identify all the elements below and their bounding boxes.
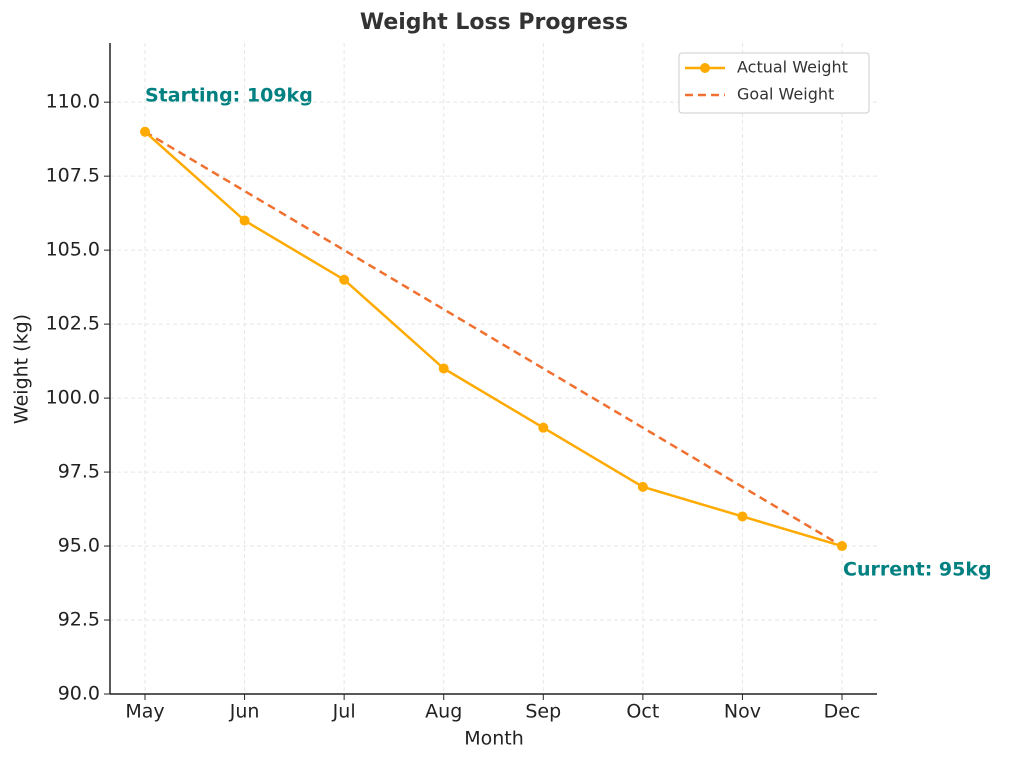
legend-box <box>678 52 870 114</box>
data-point <box>737 511 748 522</box>
legend-label: Actual Weight <box>737 58 848 77</box>
x-tick-label: Aug <box>425 701 462 723</box>
x-axis-label: Month <box>464 728 524 750</box>
x-tick-label: Oct <box>626 701 659 723</box>
y-tick-label: 92.5 <box>58 609 100 631</box>
data-point <box>837 541 847 552</box>
chart-title: Weight Loss Progress <box>360 10 628 35</box>
data-point <box>637 481 648 492</box>
y-tick-label: 102.5 <box>46 313 100 335</box>
legend-marker <box>700 63 710 73</box>
x-tick-label: May <box>125 701 164 723</box>
x-tick-label: Sep <box>525 701 561 723</box>
data-point <box>140 126 150 137</box>
y-tick-label: 110.0 <box>46 91 100 113</box>
y-tick-label: 95.0 <box>58 535 100 557</box>
y-axis-label: Weight (kg) <box>11 314 33 424</box>
series-line <box>144 130 843 548</box>
annotation: Starting: 109kg <box>145 85 313 107</box>
y-tick-label: 97.5 <box>58 461 100 483</box>
annotation: Current: 95kg <box>843 559 992 581</box>
y-tick-label: 105.0 <box>46 239 100 261</box>
x-tick-label: Nov <box>724 701 761 723</box>
y-tick-label: 107.5 <box>46 165 100 187</box>
data-point <box>239 215 250 226</box>
data-point <box>438 363 449 374</box>
data-point <box>339 274 350 285</box>
y-tick-label: 100.0 <box>46 387 100 409</box>
data-point <box>538 422 549 433</box>
x-tick-label: Jul <box>332 701 356 723</box>
x-tick-label: Jun <box>229 701 260 723</box>
x-tick-label: Dec <box>824 701 861 723</box>
series-line <box>144 130 843 548</box>
legend-label: Goal Weight <box>737 85 834 104</box>
y-tick-label: 90.0 <box>58 683 100 705</box>
